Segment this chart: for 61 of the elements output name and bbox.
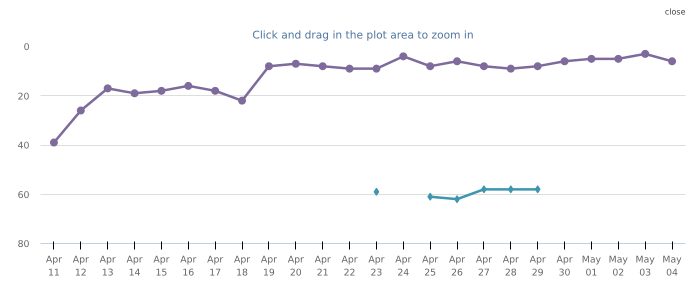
- point: [587, 54, 596, 63]
- x-tick-label: Apr 13: [100, 254, 116, 279]
- point: [157, 86, 166, 95]
- x-tick-label: Apr 27: [476, 254, 492, 279]
- point: [426, 62, 434, 70]
- point: [560, 57, 569, 66]
- x-tick-label: Apr 25: [422, 254, 438, 279]
- x-tick-label: Apr 24: [395, 254, 412, 279]
- x-tick-label: Apr 11: [46, 254, 62, 279]
- point: [374, 188, 380, 196]
- x-tick-label: May 03: [636, 254, 656, 279]
- x-tick-label: Apr 14: [126, 254, 143, 279]
- point: [481, 185, 487, 194]
- x-tick-label: Apr 22: [341, 254, 358, 279]
- x-tick-label: Apr 16: [180, 254, 197, 279]
- point: [454, 195, 460, 204]
- x-tick-label: Apr 12: [72, 254, 90, 279]
- point: [506, 64, 515, 73]
- point: [238, 96, 246, 105]
- point: [614, 54, 622, 63]
- point: [346, 64, 354, 73]
- point: [184, 82, 192, 90]
- point: [318, 62, 327, 70]
- x-tick-label: May 01: [582, 254, 602, 279]
- point: [211, 86, 220, 95]
- x-tick-label: Apr 23: [368, 254, 385, 279]
- x-tick-label: Apr 29: [530, 254, 546, 279]
- x-tick-label: Apr 17: [207, 254, 224, 279]
- point: [427, 192, 434, 201]
- x-tick-label: Apr 30: [556, 254, 573, 279]
- x-tick-label: Apr 21: [314, 254, 331, 279]
- point: [130, 89, 139, 98]
- x-tick-label: May 02: [608, 254, 628, 279]
- x-tick-label: Apr 19: [260, 254, 278, 279]
- x-tick-label: Apr 26: [448, 254, 466, 279]
- y-tick-label: 80: [18, 239, 30, 250]
- x-tick-label: Apr 15: [153, 254, 170, 279]
- chart-subtitle: Click and drag in the plot area to zoom in: [252, 28, 474, 42]
- text: close: [664, 8, 686, 16]
- point: [50, 138, 58, 147]
- point: [372, 64, 380, 73]
- point: [399, 52, 408, 60]
- x-tick-label: Apr 18: [234, 254, 250, 279]
- point: [76, 106, 85, 115]
- point: [480, 62, 488, 70]
- x-tick-label: May 04: [662, 254, 682, 279]
- point: [668, 57, 676, 66]
- point: [641, 50, 650, 58]
- x-tick-label: Apr 20: [288, 254, 304, 279]
- y-tick-label: 60: [18, 190, 30, 201]
- point: [534, 185, 541, 194]
- x-tick-label: Apr 28: [502, 254, 520, 279]
- point: [534, 62, 542, 70]
- point: [264, 62, 273, 70]
- point: [292, 60, 300, 68]
- point: [453, 57, 462, 66]
- y-tick-label: 20: [18, 91, 30, 102]
- y-tick-label: 0: [24, 42, 30, 53]
- point: [508, 185, 514, 194]
- y-tick-label: 40: [18, 140, 30, 152]
- point: [104, 84, 112, 92]
